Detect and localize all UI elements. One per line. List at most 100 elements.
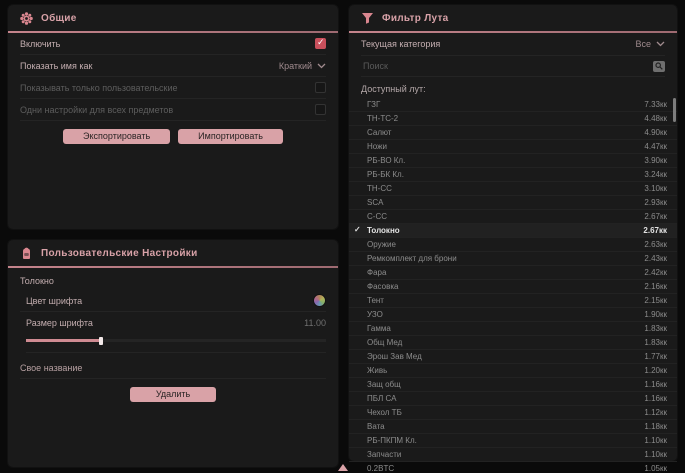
- search-icon[interactable]: [653, 60, 665, 72]
- collapse-handle-icon[interactable]: [338, 464, 348, 471]
- loot-item-row[interactable]: ✓ Ремкомплект для брони 2.43кк: [349, 252, 677, 266]
- loot-item-row[interactable]: ✓ ГЗГ 7.33кк: [349, 98, 677, 112]
- loot-item-name: Живь: [367, 366, 388, 375]
- chevron-down-icon: [656, 41, 665, 47]
- loot-item-name: Чехол ТБ: [367, 408, 402, 417]
- loot-item-row[interactable]: ✓ С-СС 2.67кк: [349, 210, 677, 224]
- loot-item-row[interactable]: ✓ РБ-ВО Кл. 3.90кк: [349, 154, 677, 168]
- panel-general: Общие Включить Показать имя как Краткий …: [8, 5, 338, 229]
- loot-item-row[interactable]: ✓ SCA 2.93кк: [349, 196, 677, 210]
- loot-item-row[interactable]: ✓ ПБЛ СА 1.16кк: [349, 392, 677, 406]
- loot-item-row[interactable]: ✓ Фасовка 2.16кк: [349, 280, 677, 294]
- loot-item-row[interactable]: ✓ РБ-ПКПМ Кл. 1.10кк: [349, 434, 677, 448]
- available-loot-label: Доступный лут:: [361, 84, 426, 94]
- loot-item-value: 1.20кк: [644, 366, 667, 375]
- loot-item-row[interactable]: ✓ Защ общ 1.16кк: [349, 378, 677, 392]
- loot-item-name: Эрош Зав Мед: [367, 352, 422, 361]
- loot-item-value: 1.10кк: [644, 450, 667, 459]
- same-settings-checkbox[interactable]: [315, 104, 326, 115]
- panel-custom-title: Пользовательские Настройки: [41, 247, 198, 259]
- loot-item-row[interactable]: ✓ ТН-ТС-2 4.48кк: [349, 112, 677, 126]
- loot-item-value: 1.16кк: [644, 394, 667, 403]
- loot-item-name: РБ-ПКПМ Кл.: [367, 436, 417, 445]
- loot-item-name: Вата: [367, 422, 385, 431]
- custom-name-input[interactable]: [20, 357, 326, 378]
- loot-item-row[interactable]: ✓ УЗО 1.90кк: [349, 308, 677, 322]
- accent-divider: [349, 31, 677, 33]
- slider-handle[interactable]: [99, 337, 103, 345]
- delete-button[interactable]: Удалить: [129, 387, 217, 402]
- loot-item-row[interactable]: ✓ Живь 1.20кк: [349, 364, 677, 378]
- only-custom-checkbox[interactable]: [315, 82, 326, 93]
- enable-checkbox[interactable]: [315, 37, 326, 49]
- panel-loot-header: Фильтр Лута: [349, 5, 677, 31]
- loot-item-row[interactable]: ✓ 0.2BTC 1.05кк: [349, 462, 677, 473]
- row-name-as: Показать имя как Краткий: [20, 55, 326, 77]
- color-wheel-icon[interactable]: [313, 294, 326, 307]
- loot-item-row[interactable]: ✓ Салют 4.90кк: [349, 126, 677, 140]
- loot-item-name: Фасовка: [367, 282, 399, 291]
- export-button[interactable]: Экспортировать: [63, 129, 171, 144]
- row-only-custom: Показывать только пользовательские: [20, 77, 326, 99]
- loot-item-row[interactable]: ✓ Чехол ТБ 1.12кк: [349, 406, 677, 420]
- loot-item-row[interactable]: ✓ Толокно 2.67кк: [349, 224, 677, 238]
- loot-item-value: 2.93кк: [644, 198, 667, 207]
- loot-item-value: 1.10кк: [644, 436, 667, 445]
- row-custom-name: [20, 357, 326, 379]
- loot-item-name: Запчасти: [367, 450, 402, 459]
- row-category: Текущая категория Все: [361, 33, 665, 56]
- loot-item-name: 0.2BTC: [367, 464, 395, 473]
- loot-item-value: 2.67кк: [643, 226, 667, 235]
- row-font-size: Размер шрифта 11.00: [20, 312, 326, 333]
- loot-item-name: Защ общ: [367, 380, 401, 389]
- loot-item-row[interactable]: ✓ Ножи 4.47кк: [349, 140, 677, 154]
- loot-item-row[interactable]: ✓ Вата 1.18кк: [349, 420, 677, 434]
- loot-item-value: 4.47кк: [644, 142, 667, 151]
- loot-item-row[interactable]: ✓ Эрош Зав Мед 1.77кк: [349, 350, 677, 364]
- panel-custom-header: Пользовательские Настройки: [8, 240, 338, 266]
- loot-item-value: 1.77кк: [644, 352, 667, 361]
- loot-item-name: Тент: [367, 296, 384, 305]
- category-dropdown[interactable]: Все: [635, 39, 665, 49]
- loot-item-row[interactable]: ✓ Запчасти 1.10кк: [349, 448, 677, 462]
- list-scrollbar[interactable]: [673, 98, 676, 122]
- row-same-settings: Одни настройки для всех предметов: [20, 99, 326, 121]
- name-as-value: Краткий: [278, 60, 312, 71]
- category-label: Текущая категория: [361, 39, 441, 49]
- loot-item-row[interactable]: ✓ РБ-БК Кл. 3.24кк: [349, 168, 677, 182]
- loot-item-value: 1.16кк: [644, 380, 667, 389]
- font-size-value: 11.00: [304, 317, 326, 328]
- search-input[interactable]: [361, 60, 647, 72]
- font-color-label: Цвет шрифта: [26, 295, 83, 306]
- row-enable: Включить: [20, 33, 326, 55]
- loot-item-row[interactable]: ✓ Фара 2.42кк: [349, 266, 677, 280]
- loot-item-row[interactable]: ✓ Тент 2.15кк: [349, 294, 677, 308]
- loot-item-value: 1.83кк: [644, 324, 667, 333]
- loot-item-name: УЗО: [367, 310, 383, 319]
- loot-item-name: Салют: [367, 128, 392, 137]
- loot-item-row[interactable]: ✓ ТН-СС 3.10кк: [349, 182, 677, 196]
- chevron-down-icon: [317, 63, 326, 69]
- loot-item-row[interactable]: ✓ Оружие 2.63кк: [349, 238, 677, 252]
- import-button[interactable]: Импортировать: [178, 129, 283, 144]
- backpack-icon: [20, 247, 33, 260]
- font-size-slider[interactable]: [26, 336, 326, 353]
- loot-item-row[interactable]: ✓ Гамма 1.83кк: [349, 322, 677, 336]
- panel-custom-settings: Пользовательские Настройки Толокно Цвет …: [8, 240, 338, 467]
- loot-item-name: ТН-ТС-2: [367, 114, 399, 123]
- loot-item-row[interactable]: ✓ Общ Мед 1.83кк: [349, 336, 677, 350]
- export-import-row: Экспортировать Импортировать: [20, 121, 326, 144]
- loot-item-name: SCA: [367, 198, 384, 207]
- loot-item-name: Ремкомплект для брони: [367, 254, 457, 263]
- selected-item-label: Толокно: [20, 276, 54, 286]
- loot-item-name: Гамма: [367, 324, 391, 333]
- row-search: [361, 56, 665, 77]
- only-custom-label: Показывать только пользовательские: [20, 82, 178, 93]
- name-as-dropdown[interactable]: Краткий: [279, 61, 326, 71]
- loot-item-value: 7.33кк: [644, 100, 667, 109]
- slider-fill: [26, 339, 101, 342]
- accent-divider: [8, 31, 338, 33]
- slider-track[interactable]: [26, 339, 326, 342]
- loot-item-value: 3.24кк: [644, 170, 667, 179]
- loot-item-value: 3.90кк: [644, 156, 667, 165]
